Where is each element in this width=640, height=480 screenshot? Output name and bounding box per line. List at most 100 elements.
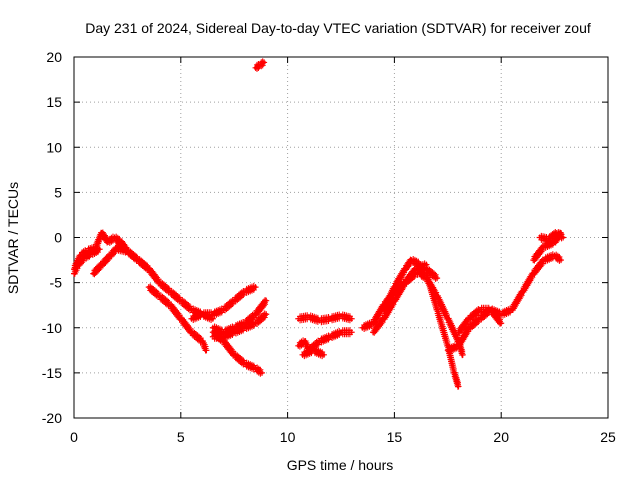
data-point bbox=[241, 360, 248, 367]
data-point bbox=[79, 259, 86, 266]
y-tick-label: -10 bbox=[42, 320, 62, 336]
data-point bbox=[551, 239, 558, 246]
data-point bbox=[90, 270, 97, 277]
data-point bbox=[252, 365, 259, 372]
data-point bbox=[229, 300, 236, 307]
data-point bbox=[145, 266, 152, 273]
data-point bbox=[519, 288, 526, 295]
series-arc-6 bbox=[190, 282, 257, 323]
data-point bbox=[455, 383, 462, 390]
data-point bbox=[476, 306, 483, 313]
data-point bbox=[299, 351, 306, 358]
y-tick-label: 0 bbox=[54, 230, 62, 246]
data-point bbox=[498, 320, 505, 327]
data-point bbox=[464, 319, 471, 326]
data-point bbox=[96, 246, 103, 253]
data-point bbox=[380, 306, 387, 313]
data-point bbox=[348, 315, 355, 322]
data-point bbox=[434, 306, 441, 313]
data-point bbox=[124, 248, 131, 255]
data-point bbox=[305, 313, 312, 320]
data-point bbox=[111, 234, 118, 241]
y-tick-label: -20 bbox=[42, 410, 62, 426]
data-point bbox=[320, 351, 327, 358]
data-point bbox=[88, 250, 95, 257]
data-point bbox=[508, 306, 515, 313]
data-point bbox=[529, 274, 536, 281]
data-point bbox=[390, 287, 397, 294]
y-tick-label: -5 bbox=[50, 275, 63, 291]
data-points bbox=[71, 58, 567, 390]
data-point bbox=[240, 291, 247, 298]
data-point bbox=[177, 315, 184, 322]
data-point bbox=[111, 250, 118, 257]
x-axis-label: GPS time / hours bbox=[287, 457, 394, 473]
data-point bbox=[209, 311, 216, 318]
data-point bbox=[316, 317, 323, 324]
data-point bbox=[295, 315, 302, 322]
data-point bbox=[295, 342, 302, 349]
data-point bbox=[316, 338, 323, 345]
data-point bbox=[423, 261, 430, 268]
data-point bbox=[315, 341, 322, 348]
data-point bbox=[459, 351, 466, 358]
y-tick-label: 5 bbox=[54, 184, 62, 200]
data-point bbox=[188, 329, 195, 336]
x-tick-label: 15 bbox=[387, 429, 403, 445]
data-point bbox=[167, 302, 174, 309]
data-point bbox=[391, 284, 398, 291]
y-axis-label: SDTVAR / TECUs bbox=[5, 182, 21, 294]
data-point bbox=[540, 243, 547, 250]
data-point bbox=[113, 239, 120, 246]
data-point bbox=[434, 275, 441, 282]
data-point bbox=[475, 319, 482, 326]
data-point bbox=[209, 333, 216, 340]
data-point bbox=[263, 311, 270, 318]
data-point bbox=[348, 329, 355, 336]
data-point bbox=[379, 319, 386, 326]
y-axis-ticks: -20 -15 -10 -5 0 5 10 15 20 bbox=[42, 49, 608, 426]
data-point bbox=[231, 297, 238, 304]
data-point bbox=[390, 301, 397, 308]
data-point bbox=[475, 309, 482, 316]
data-point bbox=[74, 265, 81, 272]
series-arc-18 bbox=[424, 270, 461, 390]
series-arc-21 bbox=[509, 251, 563, 314]
data-point bbox=[476, 315, 483, 322]
data-point bbox=[338, 313, 344, 320]
data-point bbox=[402, 266, 409, 273]
data-point bbox=[560, 234, 567, 241]
data-point bbox=[75, 261, 82, 268]
data-point bbox=[96, 266, 103, 273]
data-point bbox=[423, 270, 430, 277]
data-point bbox=[252, 284, 259, 291]
data-point bbox=[203, 347, 210, 354]
data-point bbox=[188, 315, 195, 322]
data-point bbox=[498, 311, 505, 318]
data-point bbox=[301, 338, 308, 345]
data-point bbox=[338, 329, 344, 336]
data-point bbox=[451, 369, 458, 376]
data-point bbox=[466, 315, 473, 322]
data-point bbox=[550, 234, 557, 241]
data-point bbox=[256, 62, 263, 69]
data-point bbox=[359, 324, 366, 331]
data-point bbox=[402, 279, 409, 286]
data-point bbox=[545, 236, 552, 243]
data-point bbox=[199, 311, 206, 318]
data-point bbox=[231, 351, 238, 358]
data-point bbox=[231, 329, 238, 336]
data-point bbox=[145, 284, 152, 291]
data-point bbox=[327, 333, 334, 340]
data-point bbox=[167, 288, 174, 295]
data-point bbox=[220, 306, 227, 313]
data-point bbox=[466, 324, 473, 331]
data-point bbox=[327, 315, 334, 322]
y-tick-label: -15 bbox=[42, 365, 62, 381]
data-point bbox=[98, 229, 105, 236]
data-point bbox=[530, 270, 537, 277]
data-point bbox=[258, 369, 265, 376]
data-point bbox=[261, 314, 268, 321]
data-point bbox=[156, 293, 163, 300]
